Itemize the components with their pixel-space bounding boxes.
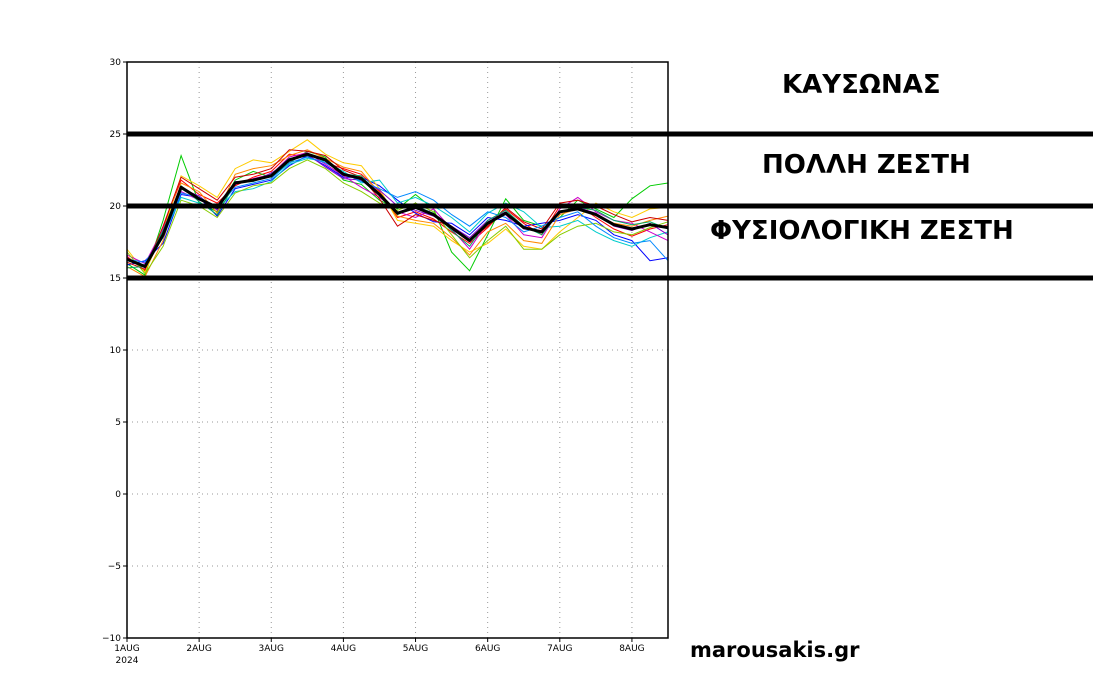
y-tick-label: 25 [110, 130, 121, 140]
grid [127, 62, 668, 638]
y-tick-label: 20 [110, 202, 122, 212]
member-line-10 [126, 149, 669, 271]
member-line-11 [126, 156, 669, 263]
normal-heat-label: ΦΥΣΙΟΛΟΓΙΚΗ ΖΕΣΤΗ [710, 216, 1014, 246]
plot-frame [126, 61, 669, 639]
x-tick-sublabel: 2024 [116, 656, 139, 666]
watermark-text: marousakis.gr [690, 638, 860, 662]
very-hot-label: ΠΟΛΛΗ ΖΕΣΤΗ [762, 150, 971, 180]
y-tick-label: −5 [108, 562, 121, 572]
x-axis-ticks: 1AUG 2024 2AUG 3AUG 4AUG 5AUG 6AUG 7AUG 8AUG [114, 638, 645, 666]
member-line-9 [126, 159, 669, 275]
member-line-3 [126, 155, 669, 266]
y-tick-label: 5 [115, 418, 121, 428]
member-line-4 [126, 139, 669, 274]
x-tick-label: 5AUG [403, 644, 428, 654]
x-tick-label: 3AUG [259, 644, 284, 654]
x-tick-label: 8AUG [619, 644, 644, 654]
y-axis-ticks: −10 −5 0 5 10 15 20 25 30 [102, 58, 127, 644]
y-tick-label: 30 [110, 58, 122, 68]
threshold-lines [127, 131, 1093, 281]
y-tick-label: 15 [110, 274, 121, 284]
x-tick-label: 4AUG [331, 644, 356, 654]
y-tick-label: −10 [102, 634, 121, 644]
y-tick-label: 10 [110, 346, 122, 356]
y-tick-label: 0 [115, 490, 121, 500]
x-tick-label: 1AUG [114, 644, 139, 654]
x-tick-label: 2AUG [186, 644, 211, 654]
heatwave-label: ΚΑΥΣΩΝΑΣ [782, 70, 941, 100]
x-tick-label: 6AUG [475, 644, 500, 654]
x-tick-label: 7AUG [547, 644, 572, 654]
